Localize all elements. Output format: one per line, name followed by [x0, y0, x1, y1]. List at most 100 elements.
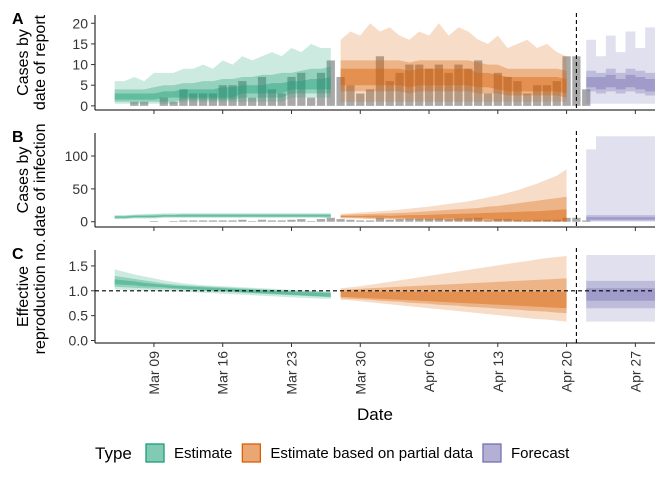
bar-A	[208, 93, 218, 106]
x-tick-label: Mar 23	[283, 351, 299, 395]
bar-B	[307, 221, 316, 222]
bar-B	[316, 219, 326, 222]
legend-swatch	[145, 443, 165, 463]
bar-A	[503, 76, 512, 106]
bar-A	[562, 56, 571, 106]
bar-B	[277, 220, 286, 222]
bar-A	[130, 101, 139, 106]
bar-A	[189, 93, 198, 106]
y-tick-label-A: 5	[80, 77, 88, 93]
bar-B	[552, 219, 561, 222]
bar-B	[405, 218, 414, 222]
bar-A	[552, 81, 561, 106]
y-tick-label-C: 0.5	[69, 308, 89, 324]
bar-B	[189, 220, 198, 222]
bar-A	[287, 76, 296, 106]
bar-B	[346, 219, 355, 222]
bar-A	[415, 64, 424, 106]
bar-B	[562, 217, 571, 222]
y-tick-label-B: 0	[80, 214, 88, 230]
bar-B	[434, 218, 443, 222]
bar-B	[208, 220, 218, 222]
bar-A	[238, 81, 247, 106]
bar-B	[464, 218, 473, 222]
bar-B	[228, 220, 237, 222]
bar-A	[316, 72, 326, 106]
bar-A	[395, 72, 404, 106]
ribbon-forecast-mid-B	[586, 215, 655, 221]
bar-A	[198, 93, 208, 106]
bar-B	[503, 219, 512, 222]
bar-B	[248, 221, 257, 222]
ribbon-estimate-outer-C	[114, 269, 331, 299]
x-axis-title: Date	[357, 405, 393, 424]
bar-A	[257, 76, 267, 106]
ribbon-partial-outer-A	[340, 23, 567, 102]
bar-A	[346, 85, 355, 106]
bar-B	[424, 218, 434, 222]
bar-B	[238, 219, 247, 222]
bar-A	[474, 60, 483, 106]
bar-A	[464, 68, 473, 106]
ribbon-estimate-inner-B	[114, 215, 331, 218]
y-tick-label-A: 15	[72, 36, 88, 52]
ribbon-estimate-mid-C	[114, 275, 331, 298]
ribbon-forecast-inner-A	[586, 74, 655, 92]
bar-B	[395, 219, 404, 222]
bar-B	[179, 220, 188, 222]
bar-B	[267, 220, 276, 222]
ribbon-forecast-mid-C	[586, 280, 655, 309]
ribbon-estimate-inner-C	[114, 279, 331, 297]
bar-B	[513, 219, 522, 222]
bar-A	[336, 76, 345, 106]
bar-A	[365, 89, 375, 106]
ribbon-forecast-outer-C	[586, 254, 655, 322]
bar-B	[218, 220, 227, 222]
bar-A	[434, 64, 443, 106]
bar-B	[532, 219, 542, 222]
bar-A	[582, 89, 591, 106]
bar-A	[424, 68, 434, 106]
y-axis-label-B: Cases bydate of infection	[15, 124, 49, 237]
bar-A	[267, 89, 276, 106]
legend-title: Type	[95, 444, 132, 463]
bar-A	[248, 97, 257, 106]
bar-B	[336, 219, 345, 222]
legend-swatch	[482, 443, 502, 463]
bar-B	[375, 217, 385, 222]
ribbon-partial-mid-A	[340, 60, 567, 98]
ribbon-partial-outer-B	[340, 169, 567, 222]
bar-A	[179, 89, 188, 106]
panel-tag-B: B	[12, 129, 24, 146]
ribbon-partial-inner-C	[340, 291, 567, 309]
x-tick-label: Apr 06	[421, 351, 437, 392]
bar-B	[149, 221, 159, 222]
bar-B	[444, 219, 453, 222]
bar-B	[169, 221, 178, 222]
legend: Type Estimate Estimate based on partial da…	[95, 443, 570, 463]
x-tick-label: Apr 20	[559, 351, 575, 392]
bar-B	[385, 219, 394, 222]
y-tick-label-A: 20	[72, 15, 88, 31]
y-tick-label-B: 50	[72, 181, 88, 197]
bar-A	[277, 93, 286, 106]
bar-A	[454, 64, 463, 106]
ribbon-partial-inner-A	[340, 68, 567, 94]
ribbon-estimate-outer-B	[114, 213, 331, 220]
ribbon-estimate-outer-A	[114, 43, 331, 104]
bar-B	[523, 220, 532, 222]
bar-A	[169, 101, 178, 106]
legend-swatch	[241, 443, 262, 463]
bar-A	[532, 85, 542, 106]
bar-A	[159, 97, 168, 106]
bar-B	[493, 219, 502, 222]
y-axis-label-C: Effectivereproduction no.	[15, 239, 49, 355]
y-tick-label-C: 1.5	[69, 258, 89, 274]
bar-A	[326, 60, 335, 106]
bar-A	[523, 93, 532, 106]
bar-B	[582, 220, 591, 222]
ribbon-forecast-inner-B	[586, 217, 655, 220]
bar-B	[365, 220, 375, 222]
bar-B	[356, 220, 365, 222]
bar-A	[444, 72, 453, 106]
